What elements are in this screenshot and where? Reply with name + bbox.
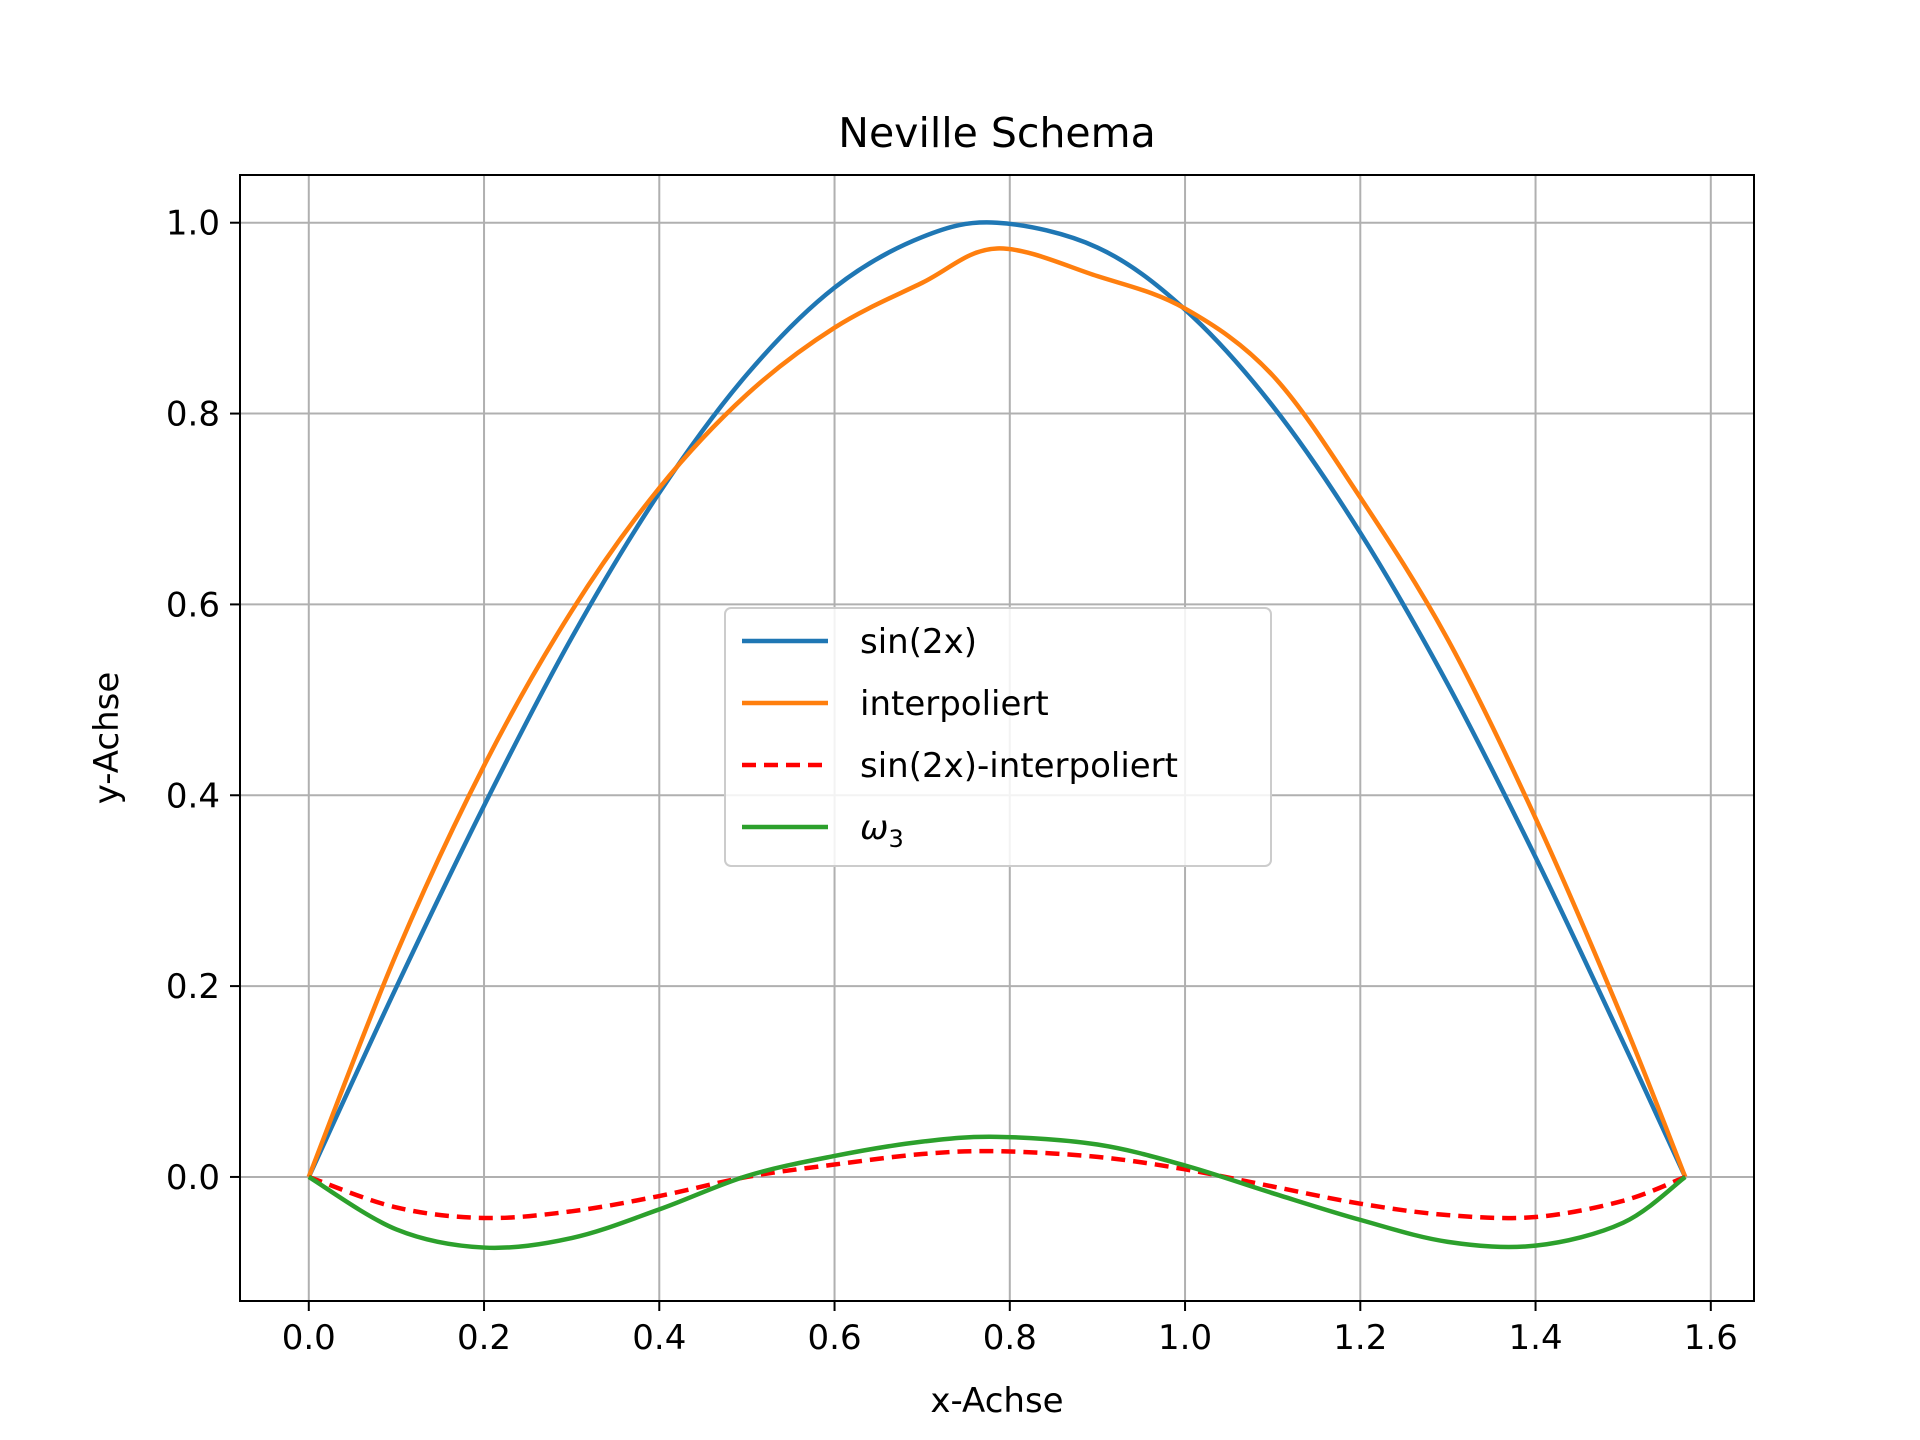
legend-label-sin2x: sin(2x)	[860, 622, 977, 662]
y-tick-label: 0.2	[166, 967, 220, 1007]
series-line-difference	[308, 1148, 1687, 1221]
legend-box	[724, 607, 1272, 867]
x-tick-label: 1.6	[1684, 1318, 1738, 1358]
y-tick-label: 0.8	[166, 395, 220, 435]
chart-title: Neville Schema	[838, 109, 1155, 157]
x-tick-label: 0.6	[808, 1318, 862, 1358]
legend-label-difference: sin(2x)-interpoliert	[860, 746, 1178, 786]
y-tick-label: 1.0	[166, 204, 220, 244]
axis-ticks: 0.0 0.2 0.4 0.6 0.8 1.0 1.2 1.4 1.6 0.0 0.2 0.4 0.6 0…	[166, 204, 1738, 1358]
y-tick-label: 0.6	[166, 585, 220, 625]
x-tick-label: 1.2	[1333, 1318, 1387, 1358]
x-tick-label: 0.0	[282, 1318, 336, 1358]
y-tick-label: 0.4	[166, 776, 220, 816]
series-line-sin2x	[306, 220, 1688, 1178]
x-tick-label: 0.2	[457, 1318, 511, 1358]
series-line-interpoliert	[306, 246, 1688, 1178]
legend-label-omega3: ω3	[860, 808, 904, 853]
x-axis-label: x-Achse	[930, 1381, 1063, 1421]
x-tick-label: 0.4	[632, 1318, 686, 1358]
plot-series	[306, 220, 1688, 1251]
x-tick-label: 1.0	[1158, 1318, 1212, 1358]
plot-frame	[239, 174, 1755, 1302]
x-tick-label: 1.4	[1509, 1318, 1563, 1358]
legend-label-interpoliert: interpoliert	[860, 684, 1049, 724]
y-tick-label: 0.0	[166, 1158, 220, 1198]
x-tick-label: 0.8	[983, 1318, 1037, 1358]
y-axis-label: y-Achse	[87, 672, 127, 805]
series-line-omega3	[307, 1134, 1687, 1251]
legend: sin(2x) interpoliert sin(2x)-interpoliert ω…	[724, 607, 1272, 867]
